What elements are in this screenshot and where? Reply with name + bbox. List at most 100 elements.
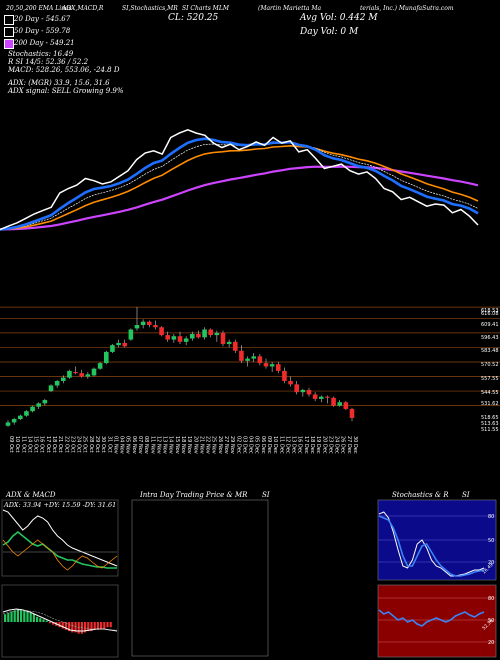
candle-body — [325, 396, 330, 398]
macd-histogram-bar — [58, 622, 61, 628]
macd-histogram-bar — [93, 622, 96, 630]
candle-body — [140, 321, 146, 326]
date-tick-label: 22 Oct — [63, 436, 69, 453]
macd-histogram-bar — [100, 622, 103, 629]
date-tick-label: 26 Nov — [217, 436, 223, 454]
date-tick-label: 28 Oct — [88, 436, 94, 453]
rsi-line — [378, 609, 485, 627]
candle-body — [214, 332, 220, 336]
price-tick-label: 616.08 — [481, 311, 499, 317]
macd-histogram-bar — [87, 622, 90, 632]
date-tick-label: 29 Oct — [94, 436, 100, 453]
candle-body — [226, 341, 232, 345]
date-tick-label: 31 Oct — [106, 436, 112, 453]
date-tick-label: 30 Dec — [352, 436, 358, 454]
date-tick-label: 14 Oct — [26, 436, 32, 453]
candle-body — [263, 363, 269, 367]
ema20-swatch — [4, 15, 14, 25]
macd-histogram-bar — [26, 611, 29, 622]
price-tick-label: 583.48 — [481, 348, 499, 354]
date-tick-label: 19 Nov — [186, 436, 192, 454]
date-tick-label: 15 Nov — [174, 436, 180, 454]
adx-line — [2, 509, 118, 567]
macd-histogram-bar — [45, 620, 48, 622]
macd-histogram-bar — [29, 612, 32, 622]
candle-body — [300, 389, 306, 393]
candle-body — [337, 402, 343, 406]
candle-body — [318, 396, 324, 399]
date-tick-label: 14 Nov — [168, 436, 174, 454]
close-price: CL: 520.25 — [168, 13, 219, 23]
macd-histogram-bar — [103, 622, 106, 629]
price-tick-label: 511.55 — [481, 427, 499, 433]
date-tick-label: 10 Dec — [272, 436, 278, 454]
header-adx-macd: ADX,MACD,R — [62, 5, 104, 12]
ema20-legend: 20 Day - 545.67 — [14, 15, 71, 23]
candle-body — [73, 372, 78, 374]
minus-di-line — [2, 539, 118, 571]
intraday-si: SI — [262, 491, 270, 499]
candle-body — [189, 333, 195, 339]
candle-body — [275, 364, 281, 371]
macd-histogram-bar — [64, 622, 67, 630]
candle-body — [177, 336, 183, 342]
intraday-title: Intra Day Trading Price & MR — [140, 491, 248, 499]
date-tick-label: 23 Dec — [327, 436, 333, 454]
date-tick-label: 18 Nov — [180, 436, 186, 454]
ema200-swatch — [4, 39, 14, 49]
price-tick-label: 596.43 — [481, 335, 499, 341]
macd-histogram-bar — [42, 619, 45, 622]
candle-body — [196, 333, 201, 338]
date-tick-label: 25 Oct — [82, 436, 88, 453]
macd-histogram-bar — [23, 610, 26, 622]
stoch-tick-50: 50 — [488, 538, 494, 544]
date-tick-label: 12 Dec — [284, 436, 290, 454]
rsi-value: R SI 14/5: 52.36 / 52.2 — [8, 58, 89, 66]
date-tick-label: 03 Dec — [241, 436, 247, 454]
candle-body — [103, 351, 109, 364]
macd-panel — [1, 584, 119, 658]
candle-body — [36, 403, 42, 407]
rsi-tick-50: 50 — [488, 618, 494, 624]
candle-body — [251, 356, 257, 359]
rsi-panel — [377, 584, 497, 658]
date-tick-label: 19 Dec — [315, 436, 321, 454]
macd-histogram-bar — [68, 622, 71, 632]
macd-value: MACD: 528.26, 553.06, -24.8 D — [8, 66, 120, 74]
candle-body — [294, 384, 300, 393]
candle-body — [171, 336, 177, 340]
date-tick-label: 05 Nov — [125, 436, 131, 454]
candle-body — [48, 385, 54, 392]
date-tick-label: 18 Oct — [51, 436, 57, 453]
date-tick-label: 18 Dec — [309, 436, 315, 454]
macd-histogram-bar — [20, 609, 23, 622]
date-tick-label: 04 Dec — [248, 436, 254, 454]
ema50-legend: 50 Day - 559.78 — [14, 27, 71, 35]
date-tick-label: 02 Dec — [235, 436, 241, 454]
candle-body — [5, 422, 11, 426]
date-tick-label: 20 Nov — [192, 436, 198, 454]
avg-volume: Avg Vol: 0.442 M — [300, 13, 378, 23]
price-line — [0, 128, 479, 231]
date-tick-label: 15 Oct — [33, 436, 39, 453]
candle-body — [257, 356, 263, 364]
date-tick-label: 17 Oct — [45, 436, 51, 453]
date-tick-label: 25 Nov — [211, 436, 217, 454]
day-volume: Day Vol: 0 M — [300, 27, 359, 37]
candle-body — [134, 325, 140, 329]
candle-body — [349, 408, 355, 418]
ema50-swatch — [4, 27, 14, 37]
candle-body — [183, 338, 189, 342]
date-tick-label: 06 Nov — [131, 436, 137, 454]
price-tick-label: 557.55 — [481, 376, 499, 382]
macd-signal-line — [2, 609, 117, 631]
ema20-line — [0, 137, 479, 231]
candle-body — [97, 363, 103, 369]
candle-body — [110, 345, 115, 352]
date-tick-label: 11 Dec — [278, 436, 284, 454]
date-tick-label: 11 Oct — [20, 436, 26, 453]
date-tick-label: 16 Dec — [297, 436, 303, 454]
macd-histogram-bar — [36, 616, 39, 622]
